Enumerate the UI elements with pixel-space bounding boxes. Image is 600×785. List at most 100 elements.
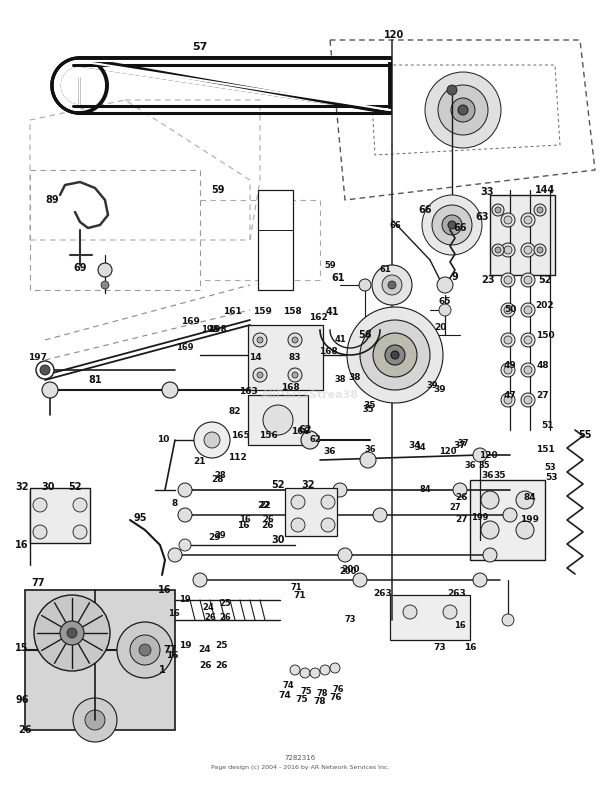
Text: 16: 16: [15, 540, 29, 550]
Circle shape: [179, 539, 191, 551]
Circle shape: [292, 372, 298, 378]
Text: 22: 22: [258, 501, 270, 509]
Text: 16: 16: [168, 608, 180, 618]
Text: 51: 51: [542, 421, 554, 429]
Circle shape: [501, 213, 515, 227]
Circle shape: [162, 382, 178, 398]
Text: 35: 35: [478, 462, 490, 470]
Circle shape: [36, 361, 54, 379]
Text: 77: 77: [31, 578, 45, 588]
Text: 15: 15: [15, 643, 29, 653]
Text: 41: 41: [334, 335, 346, 345]
Text: 200: 200: [340, 568, 356, 576]
Text: 16: 16: [454, 620, 466, 630]
Text: 29: 29: [209, 532, 221, 542]
Text: 23: 23: [481, 275, 495, 285]
Text: 47: 47: [503, 390, 517, 400]
Circle shape: [534, 204, 546, 216]
Circle shape: [330, 663, 340, 673]
Circle shape: [516, 521, 534, 539]
Circle shape: [382, 275, 402, 295]
Text: 263: 263: [448, 589, 466, 597]
Circle shape: [422, 195, 482, 255]
Polygon shape: [52, 58, 390, 113]
Text: 33: 33: [480, 187, 494, 197]
Bar: [285, 488, 337, 536]
Text: 169: 169: [181, 317, 199, 327]
Text: 38: 38: [349, 374, 361, 382]
Circle shape: [504, 336, 512, 344]
Circle shape: [448, 221, 456, 229]
Circle shape: [501, 243, 515, 257]
Circle shape: [521, 213, 535, 227]
Circle shape: [439, 304, 451, 316]
Text: 39: 39: [426, 381, 438, 389]
Circle shape: [504, 216, 512, 224]
Text: 199: 199: [472, 513, 488, 523]
Text: 30: 30: [271, 535, 285, 545]
Circle shape: [534, 244, 546, 256]
Text: 163: 163: [239, 388, 257, 396]
Circle shape: [73, 698, 117, 742]
Circle shape: [447, 85, 457, 95]
Text: 37: 37: [454, 440, 466, 450]
Circle shape: [360, 452, 376, 468]
Circle shape: [524, 216, 532, 224]
Text: 78: 78: [316, 689, 328, 699]
Text: 26: 26: [456, 492, 468, 502]
Text: 69: 69: [73, 263, 87, 273]
Text: 150: 150: [536, 330, 554, 339]
Text: 27: 27: [455, 516, 469, 524]
Text: 168: 168: [281, 384, 299, 392]
Text: 62: 62: [298, 425, 312, 435]
Circle shape: [40, 365, 50, 375]
Circle shape: [451, 98, 475, 122]
Circle shape: [537, 207, 543, 213]
Text: 24: 24: [202, 604, 214, 612]
Bar: [258, 190, 293, 290]
Text: 74: 74: [282, 681, 294, 689]
Text: 26: 26: [219, 614, 231, 623]
Text: 35: 35: [494, 470, 506, 480]
Text: 28: 28: [212, 476, 224, 484]
Circle shape: [492, 244, 504, 256]
Text: 162: 162: [308, 313, 328, 323]
Text: 166: 166: [290, 428, 310, 436]
Circle shape: [373, 508, 387, 522]
Text: 165: 165: [230, 430, 250, 440]
Text: 82: 82: [229, 407, 241, 417]
Circle shape: [300, 668, 310, 678]
Circle shape: [42, 382, 58, 398]
Text: 75: 75: [296, 696, 308, 704]
Circle shape: [481, 491, 499, 509]
Text: 161: 161: [223, 308, 241, 316]
Circle shape: [263, 405, 293, 435]
Text: 263: 263: [374, 589, 392, 597]
Circle shape: [501, 393, 515, 407]
Text: 200: 200: [341, 565, 359, 575]
Text: 34: 34: [414, 444, 426, 452]
Text: 30: 30: [41, 482, 55, 492]
Text: 159: 159: [253, 308, 271, 316]
Circle shape: [253, 368, 267, 382]
Text: 96: 96: [15, 695, 29, 705]
Text: 48: 48: [536, 360, 550, 370]
Text: 16: 16: [166, 651, 178, 659]
Text: 38: 38: [334, 375, 346, 385]
Circle shape: [501, 273, 515, 287]
Text: 26: 26: [199, 660, 211, 670]
Text: 27: 27: [449, 502, 461, 512]
Text: 26: 26: [204, 614, 216, 623]
Text: 63: 63: [475, 212, 489, 222]
Circle shape: [292, 337, 298, 343]
Text: Page design (c) 2004 - 2016 by AR Network Services Inc.: Page design (c) 2004 - 2016 by AR Networ…: [211, 765, 389, 771]
Text: 202: 202: [536, 301, 554, 309]
Text: 62: 62: [309, 436, 321, 444]
Text: 50: 50: [504, 305, 516, 315]
Text: 26: 26: [18, 725, 32, 735]
Text: 14: 14: [248, 353, 262, 363]
Bar: [470, 480, 545, 560]
Bar: [248, 395, 308, 445]
Text: 168: 168: [319, 348, 337, 356]
Circle shape: [481, 521, 499, 539]
